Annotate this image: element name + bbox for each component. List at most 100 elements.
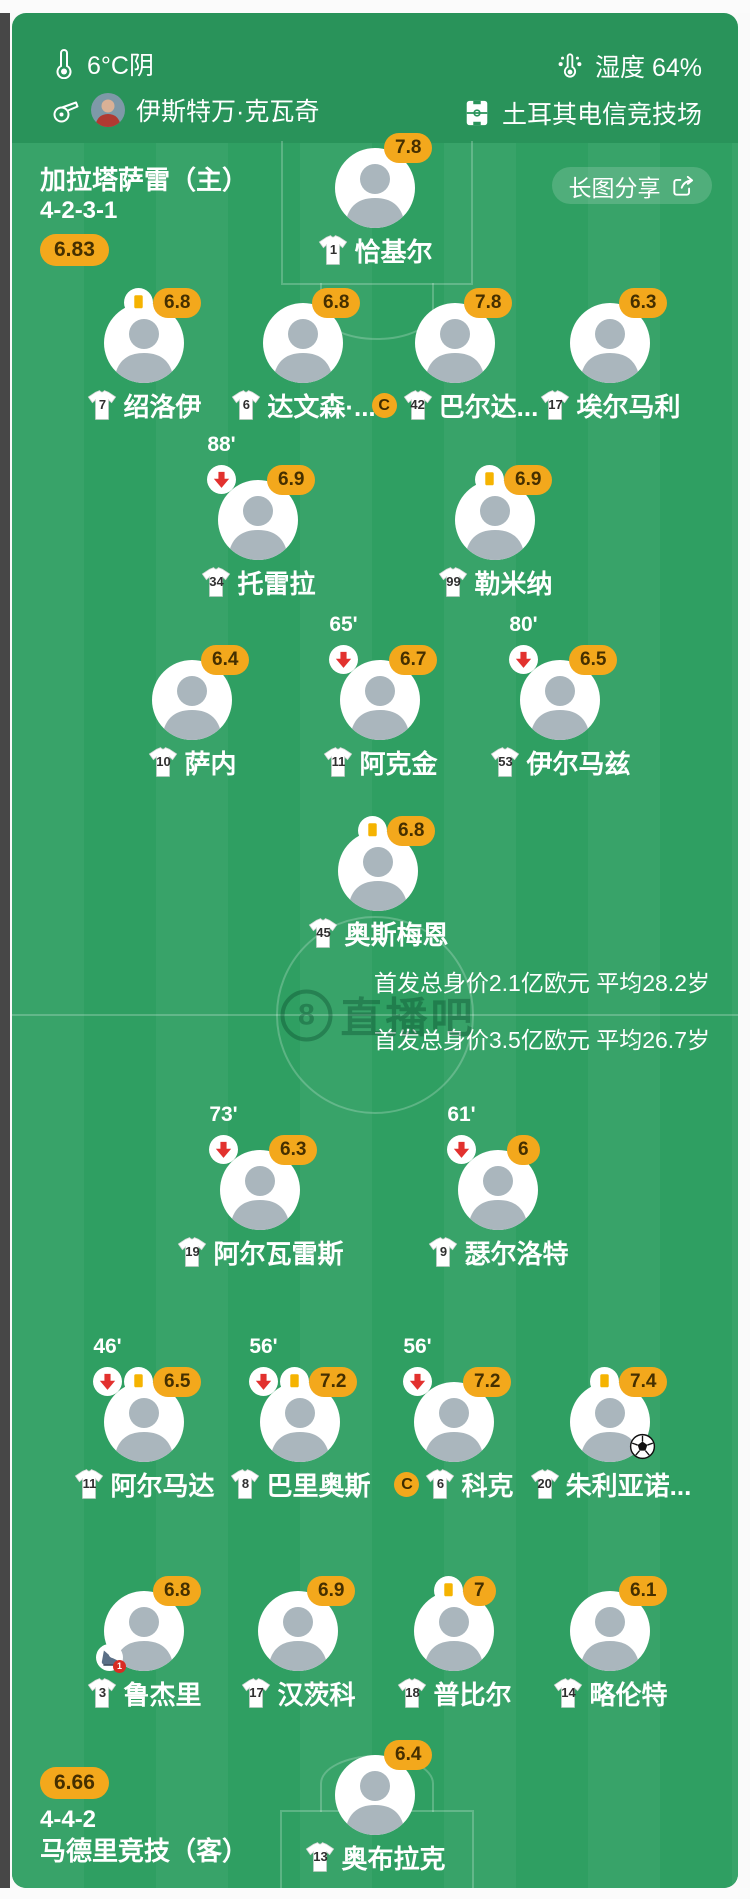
player-card[interactable]: 65' 6.7 11 阿克金 (270, 613, 490, 779)
rating-badge: 7.4 (619, 1367, 668, 1397)
player-name: 阿尔瓦雷斯 (213, 1238, 344, 1269)
rating-badge: 6.8 (387, 816, 436, 846)
rating-badge: 6.4 (384, 1740, 433, 1770)
player-name: 汉茨科 (277, 1679, 356, 1710)
watermark-text: 直播吧 (340, 994, 476, 1042)
sub-minute: 61' (447, 1103, 476, 1126)
player-card[interactable]: 6.3 17 埃尔马利 (500, 288, 720, 422)
player-nameline: 19 阿尔瓦雷斯 (150, 1236, 370, 1269)
player-nameline: 1 恰基尔 (265, 234, 485, 267)
pitch-center-circle (276, 916, 474, 1114)
sub-off-icon (447, 1135, 476, 1164)
player-name: 奥布拉克 (341, 1843, 446, 1874)
share-icon (670, 173, 696, 199)
stadium-icon (463, 99, 491, 127)
player-card[interactable]: 7.4 20 朱利亚诺... (500, 1367, 720, 1501)
rating-badge: 6.1 (619, 1576, 668, 1606)
player-nameline: 13 奥布拉克 (265, 1841, 485, 1874)
player-card[interactable]: 56' 7.2 C 6 科克 (344, 1335, 564, 1501)
player-card[interactable]: 88' 6.9 34 托雷拉 (148, 433, 368, 599)
player-name: 伊尔马兹 (526, 748, 631, 779)
player-name: 阿克金 (359, 748, 438, 779)
away-market-note: 首发总身价3.5亿欧元 平均26.7岁 (373, 1027, 710, 1053)
shirt-number-icon: 3 (86, 1677, 118, 1709)
player-card[interactable]: 6.8 7 绍洛伊 (34, 288, 254, 422)
yellow-card-icon (434, 1576, 463, 1605)
player-nameline: 45 奥斯梅恩 (268, 917, 488, 950)
player-card[interactable]: 7.8 C 42 巴尔达... (345, 288, 565, 422)
player-nameline: 53 伊尔马兹 (450, 746, 670, 779)
player-name: 略伦特 (589, 1679, 668, 1710)
player-card[interactable]: 6.8 45 奥斯梅恩 (268, 816, 488, 950)
shirt-number-icon: 9 (427, 1236, 459, 1268)
shirt-number-icon: 6 (424, 1468, 456, 1500)
player-nameline: 34 托雷拉 (148, 566, 368, 599)
player-card[interactable]: 73' 6.3 19 阿尔瓦雷斯 (150, 1103, 370, 1269)
yellow-card-icon (590, 1367, 619, 1396)
player-nameline: C 42 巴尔达... (345, 389, 565, 422)
rating-badge: 6.8 (153, 288, 202, 318)
rating-badge: 6.9 (267, 465, 316, 495)
sub-minute: 65' (329, 613, 358, 636)
shirt-number-icon: 17 (539, 389, 571, 421)
shirt-number-icon: 13 (304, 1841, 336, 1873)
away-team-rating-badge: 6.66 (40, 1767, 109, 1799)
rating-badge: 7.8 (384, 133, 433, 163)
watermark-logo: 8 (280, 989, 333, 1041)
player-card[interactable]: 80' 6.5 53 伊尔马兹 (450, 613, 670, 779)
player-card[interactable]: 6.9 17 汉茨科 (188, 1576, 408, 1710)
player-name: 科克 (461, 1470, 514, 1501)
share-button[interactable]: 长图分享 (552, 167, 712, 204)
home-market-note: 首发总身价2.1亿欧元 平均28.2岁 (373, 970, 710, 996)
player-card[interactable]: 6.8 1 3 鲁杰里 (34, 1576, 254, 1710)
shirt-number-icon: 8 (229, 1468, 261, 1500)
yellow-card-icon (280, 1367, 309, 1396)
player-card[interactable]: 6.4 13 奥布拉克 (265, 1740, 485, 1874)
rating-badge: 6.3 (619, 288, 668, 318)
assist-boot-icon: 1 (96, 1644, 126, 1673)
player-card[interactable]: 6.1 14 略伦特 (500, 1576, 720, 1710)
yellow-card-icon (124, 1367, 153, 1396)
player-card[interactable]: 6.9 99 勒米纳 (385, 465, 605, 599)
thermometer-icon (52, 49, 76, 79)
referee-item: 伊斯特万·克瓦奇 (50, 92, 319, 128)
captain-badge: C (394, 1471, 420, 1497)
sub-off-icon (209, 1135, 238, 1164)
player-name: 埃尔马利 (576, 391, 681, 422)
humidity-text: 湿度 64% (595, 54, 702, 82)
shirt-number-icon: 42 (402, 389, 434, 421)
player-nameline: 9 瑟尔洛特 (388, 1236, 608, 1269)
player-card[interactable]: 6.8 6 达文森·... (193, 288, 413, 422)
sub-minute: 88' (207, 433, 236, 456)
player-card[interactable]: 6.4 10 萨内 (82, 645, 302, 779)
player-card[interactable]: 7.8 1 恰基尔 (265, 133, 485, 267)
rating-badge: 7.8 (464, 288, 513, 318)
player-card[interactable]: 7 18 普比尔 (344, 1576, 564, 1710)
whistle-icon (50, 95, 80, 125)
sub-off-icon (249, 1367, 278, 1396)
page-top-gap (0, 0, 750, 13)
player-name: 达文森·... (267, 391, 376, 422)
shirt-number-icon: 20 (529, 1468, 561, 1500)
shirt-number-icon: 18 (396, 1677, 428, 1709)
player-card[interactable]: 61' 6 9 瑟尔洛特 (388, 1103, 608, 1269)
player-name: 萨内 (184, 748, 237, 779)
player-nameline: 17 埃尔马利 (500, 389, 720, 422)
share-label: 长图分享 (568, 174, 661, 201)
player-name: 托雷拉 (237, 568, 316, 599)
sub-minute: 80' (509, 613, 538, 636)
player-card[interactable]: 56' 7.2 8 巴里奥斯 (190, 1335, 410, 1501)
shirt-number-icon: 11 (322, 746, 354, 778)
home-team-info: 加拉塔萨雷（主） 4-2-3-1 6.83 (40, 164, 248, 266)
player-name: 鲁杰里 (123, 1679, 202, 1710)
sub-minute: 73' (209, 1103, 238, 1126)
player-name: 勒米纳 (474, 568, 553, 599)
shirt-number-icon: 1 (317, 234, 349, 266)
player-name: 绍洛伊 (123, 391, 202, 422)
shirt-number-icon: 6 (230, 389, 262, 421)
player-card[interactable]: 46' 6.5 11 阿尔马达 (34, 1335, 254, 1501)
rating-badge: 6.5 (569, 645, 618, 675)
shirt-number-icon: 34 (200, 566, 232, 598)
temperature-text: 6°C阴 (87, 52, 154, 80)
rating-badge: 6.3 (269, 1135, 318, 1165)
